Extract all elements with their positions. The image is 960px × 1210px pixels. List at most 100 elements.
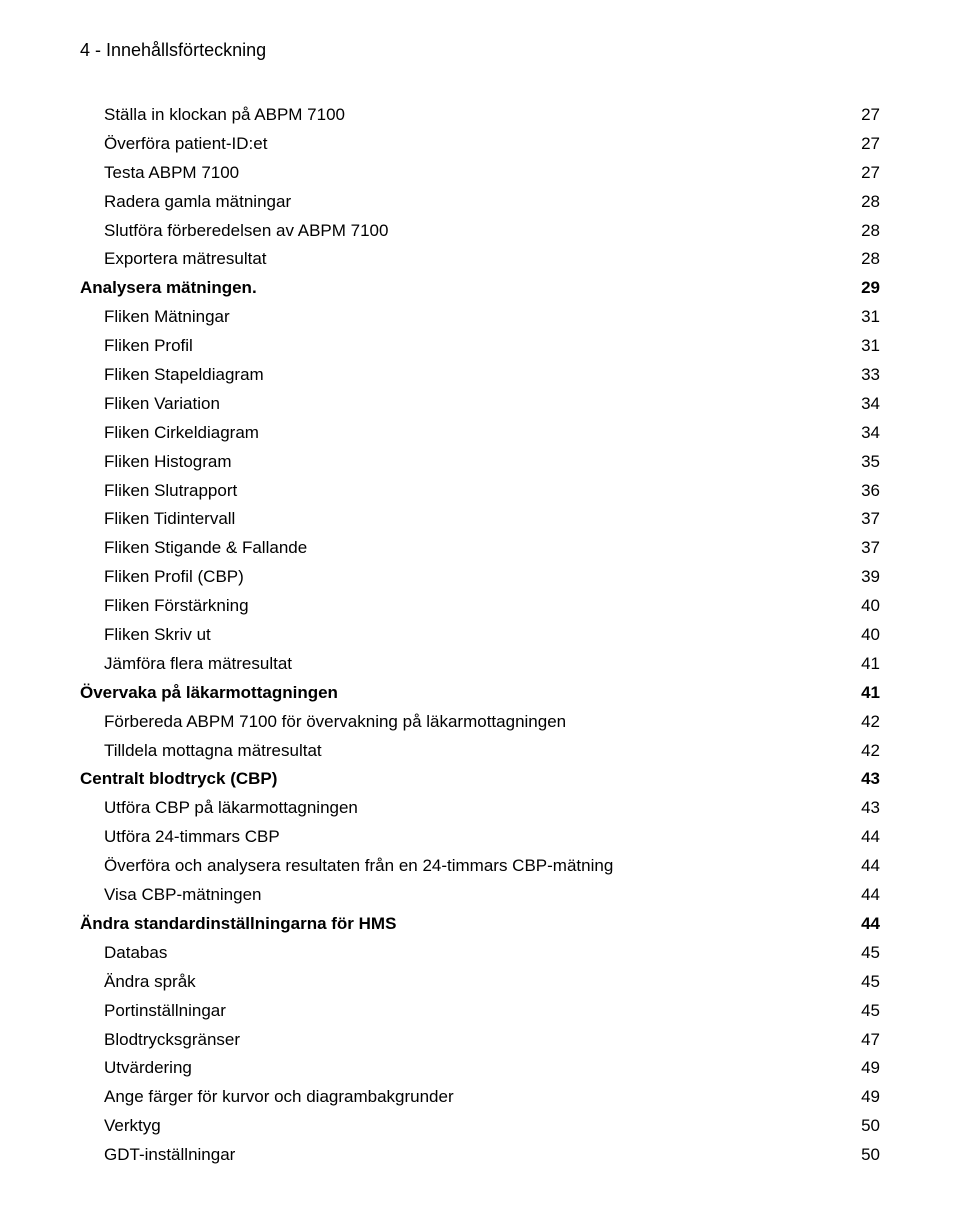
toc-row: Överföra patient-ID:et27: [80, 130, 880, 159]
toc-row: Jämföra flera mätresultat41: [80, 650, 880, 679]
toc-page-number: 44: [840, 881, 880, 910]
toc-label: Fliken Slutrapport: [104, 477, 840, 506]
toc-label: Fliken Skriv ut: [104, 621, 840, 650]
toc-page-number: 50: [840, 1141, 880, 1170]
toc-row: Ändra standardinställningarna för HMS44: [80, 910, 880, 939]
toc-label: Överföra patient-ID:et: [104, 130, 840, 159]
toc-label: Jämföra flera mätresultat: [104, 650, 840, 679]
toc-row: Blodtrycksgränser47: [80, 1026, 880, 1055]
toc-label: Tilldela mottagna mätresultat: [104, 737, 840, 766]
toc-label: Fliken Stapeldiagram: [104, 361, 840, 390]
toc-label: Fliken Variation: [104, 390, 840, 419]
toc-label: Ställa in klockan på ABPM 7100: [104, 101, 840, 130]
toc-row: Fliken Cirkeldiagram34: [80, 419, 880, 448]
toc-page-number: 35: [840, 448, 880, 477]
toc-page-number: 41: [840, 650, 880, 679]
toc-row: Fliken Slutrapport36: [80, 477, 880, 506]
toc-row: Fliken Profil31: [80, 332, 880, 361]
toc-page-number: 49: [840, 1083, 880, 1112]
toc-label: Testa ABPM 7100: [104, 159, 840, 188]
toc-page-number: 40: [840, 621, 880, 650]
toc-row: Utföra 24-timmars CBP44: [80, 823, 880, 852]
toc-row: Ange färger för kurvor och diagrambakgru…: [80, 1083, 880, 1112]
toc-label: Fliken Tidintervall: [104, 505, 840, 534]
toc-page-number: 28: [840, 188, 880, 217]
toc-row: Centralt blodtryck (CBP)43: [80, 765, 880, 794]
toc-row: GDT-inställningar50: [80, 1141, 880, 1170]
toc-label: Centralt blodtryck (CBP): [80, 765, 840, 794]
toc-page-number: 45: [840, 968, 880, 997]
toc-label: Radera gamla mätningar: [104, 188, 840, 217]
toc-row: Fliken Förstärkning40: [80, 592, 880, 621]
page-header: 4 - Innehållsförteckning: [80, 40, 880, 61]
toc-row: Databas45: [80, 939, 880, 968]
toc-row: Verktyg50: [80, 1112, 880, 1141]
toc-label: Utvärdering: [104, 1054, 840, 1083]
table-of-contents: Ställa in klockan på ABPM 710027Överföra…: [80, 101, 880, 1170]
toc-label: Fliken Profil (CBP): [104, 563, 840, 592]
toc-label: Exportera mätresultat: [104, 245, 840, 274]
toc-label: Ändra språk: [104, 968, 840, 997]
toc-row: Övervaka på läkarmottagningen41: [80, 679, 880, 708]
toc-row: Portinställningar45: [80, 997, 880, 1026]
toc-page-number: 29: [840, 274, 880, 303]
toc-page-number: 34: [840, 390, 880, 419]
toc-row: Fliken Profil (CBP)39: [80, 563, 880, 592]
toc-row: Utvärdering49: [80, 1054, 880, 1083]
toc-page-number: 31: [840, 332, 880, 361]
toc-row: Utföra CBP på läkarmottagningen43: [80, 794, 880, 823]
toc-page-number: 42: [840, 708, 880, 737]
toc-row: Fliken Stapeldiagram33: [80, 361, 880, 390]
toc-label: Visa CBP-mätningen: [104, 881, 840, 910]
toc-label: Blodtrycksgränser: [104, 1026, 840, 1055]
toc-page-number: 44: [840, 910, 880, 939]
toc-page-number: 31: [840, 303, 880, 332]
toc-page-number: 39: [840, 563, 880, 592]
toc-row: Ändra språk45: [80, 968, 880, 997]
toc-label: Förbereda ABPM 7100 för övervakning på l…: [104, 708, 840, 737]
toc-page-number: 42: [840, 737, 880, 766]
toc-label: Fliken Mätningar: [104, 303, 840, 332]
toc-row: Fliken Mätningar31: [80, 303, 880, 332]
toc-label: Ändra standardinställningarna för HMS: [80, 910, 840, 939]
toc-page-number: 40: [840, 592, 880, 621]
toc-page-number: 50: [840, 1112, 880, 1141]
toc-row: Fliken Tidintervall37: [80, 505, 880, 534]
toc-label: Fliken Profil: [104, 332, 840, 361]
toc-page-number: 27: [840, 130, 880, 159]
toc-label: Utföra CBP på läkarmottagningen: [104, 794, 840, 823]
toc-label: GDT-inställningar: [104, 1141, 840, 1170]
toc-label: Utföra 24-timmars CBP: [104, 823, 840, 852]
toc-page-number: 28: [840, 217, 880, 246]
toc-label: Verktyg: [104, 1112, 840, 1141]
toc-row: Testa ABPM 710027: [80, 159, 880, 188]
toc-label: Ange färger för kurvor och diagrambakgru…: [104, 1083, 840, 1112]
toc-label: Överföra och analysera resultaten från e…: [104, 852, 840, 881]
toc-page-number: 27: [840, 159, 880, 188]
toc-row: Tilldela mottagna mätresultat42: [80, 737, 880, 766]
toc-row: Fliken Stigande & Fallande37: [80, 534, 880, 563]
toc-row: Ställa in klockan på ABPM 710027: [80, 101, 880, 130]
toc-page-number: 37: [840, 534, 880, 563]
toc-page-number: 45: [840, 939, 880, 968]
toc-label: Fliken Histogram: [104, 448, 840, 477]
toc-page-number: 45: [840, 997, 880, 1026]
toc-page-number: 28: [840, 245, 880, 274]
toc-label: Fliken Stigande & Fallande: [104, 534, 840, 563]
toc-page-number: 27: [840, 101, 880, 130]
toc-page-number: 37: [840, 505, 880, 534]
toc-label: Fliken Förstärkning: [104, 592, 840, 621]
toc-label: Fliken Cirkeldiagram: [104, 419, 840, 448]
toc-page-number: 41: [840, 679, 880, 708]
toc-page-number: 49: [840, 1054, 880, 1083]
toc-row: Överföra och analysera resultaten från e…: [80, 852, 880, 881]
toc-row: Fliken Histogram35: [80, 448, 880, 477]
toc-page-number: 34: [840, 419, 880, 448]
toc-row: Radera gamla mätningar28: [80, 188, 880, 217]
toc-page-number: 44: [840, 852, 880, 881]
toc-row: Slutföra förberedelsen av ABPM 710028: [80, 217, 880, 246]
toc-page-number: 44: [840, 823, 880, 852]
toc-page-number: 47: [840, 1026, 880, 1055]
toc-row: Fliken Variation34: [80, 390, 880, 419]
toc-row: Analysera mätningen.29: [80, 274, 880, 303]
